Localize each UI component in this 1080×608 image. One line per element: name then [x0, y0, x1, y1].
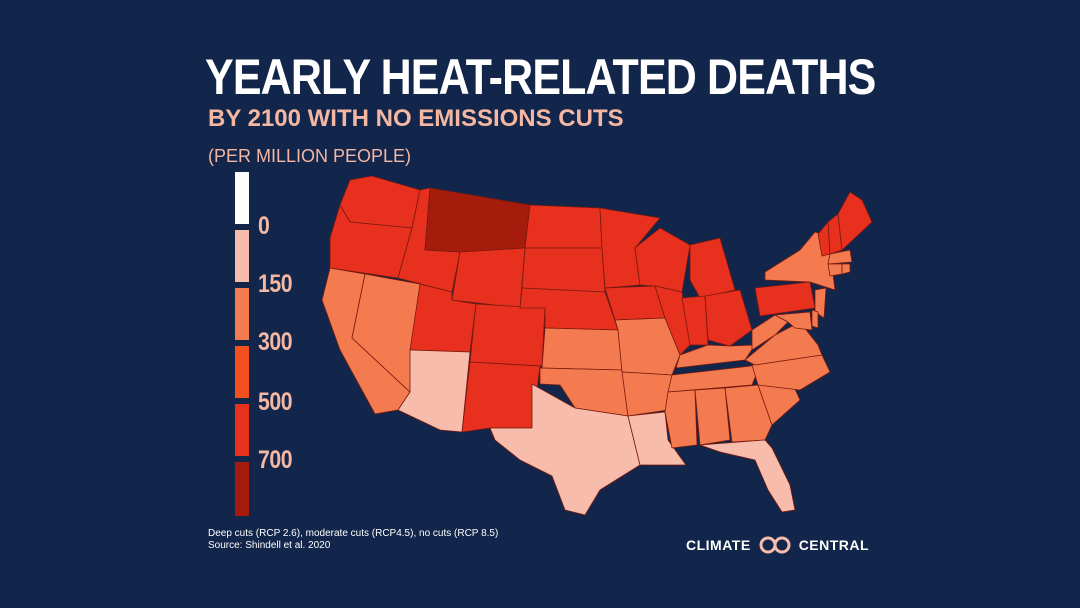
legend-swatch-0 — [235, 172, 249, 224]
state-washington — [339, 175, 421, 229]
chart-title: YEARLY HEAT-RELATED DEATHS — [205, 49, 876, 105]
legend-label-300: 300 — [258, 328, 293, 356]
brand-left-text: CLIMATE — [686, 537, 751, 553]
state-michigan — [689, 237, 736, 299]
source-note: Deep cuts (RCP 2.6), moderate cuts (RCP4… — [208, 528, 498, 552]
units-label: (PER MILLION PEOPLE) — [208, 146, 412, 166]
state-delaware — [811, 309, 819, 329]
state-iowa — [604, 285, 666, 321]
chart-subtitle: BY 2100 WITH NO EMISSIONS CUTS — [208, 105, 624, 132]
state-kentucky — [675, 344, 756, 369]
legend-label-500: 500 — [258, 388, 293, 416]
legend-swatch-2 — [235, 288, 249, 340]
state-florida — [699, 439, 796, 513]
state-georgia — [724, 384, 773, 443]
state-south-dakota — [521, 247, 606, 293]
state-massachusetts — [827, 249, 853, 265]
legend-swatch-1 — [235, 230, 249, 282]
state-colorado — [469, 303, 546, 367]
state-connecticut — [827, 263, 843, 277]
state-alabama — [694, 387, 731, 446]
legend-swatch-3 — [235, 346, 249, 398]
source-line-2: Source: Shindell et al. 2020 — [208, 540, 331, 551]
legend-label-700: 700 — [258, 446, 293, 474]
climate-central-logo: CLIMATE CENTRAL — [686, 536, 869, 554]
state-kansas — [541, 327, 623, 371]
state-maine — [837, 191, 873, 251]
state-ohio — [704, 289, 753, 347]
state-pennsylvania — [754, 281, 816, 317]
state-west-virginia — [751, 314, 789, 351]
legend-swatch-5 — [235, 462, 249, 516]
state-tennessee — [667, 364, 761, 393]
state-north-dakota — [524, 204, 603, 249]
state-new-mexico — [461, 361, 541, 433]
state-illinois — [654, 285, 691, 356]
legend-label-150: 150 — [258, 270, 293, 298]
brand-right-text: CENTRAL — [798, 537, 870, 553]
state-wyoming — [451, 247, 526, 309]
state-maryland — [774, 311, 813, 331]
state-montana — [424, 187, 531, 253]
state-rhode-island — [841, 263, 851, 275]
double-circle-logo-icon — [759, 536, 791, 554]
state-mississippi — [664, 389, 698, 449]
state-louisiana — [627, 411, 687, 466]
source-line-1: Deep cuts (RCP 2.6), moderate cuts (RCP4… — [208, 528, 499, 539]
color-legend — [235, 172, 255, 516]
legend-swatch-4 — [235, 404, 249, 456]
state-arkansas — [621, 371, 673, 417]
state-new-jersey — [814, 287, 827, 319]
legend-label-0: 0 — [258, 212, 270, 240]
state-arizona — [397, 349, 471, 433]
